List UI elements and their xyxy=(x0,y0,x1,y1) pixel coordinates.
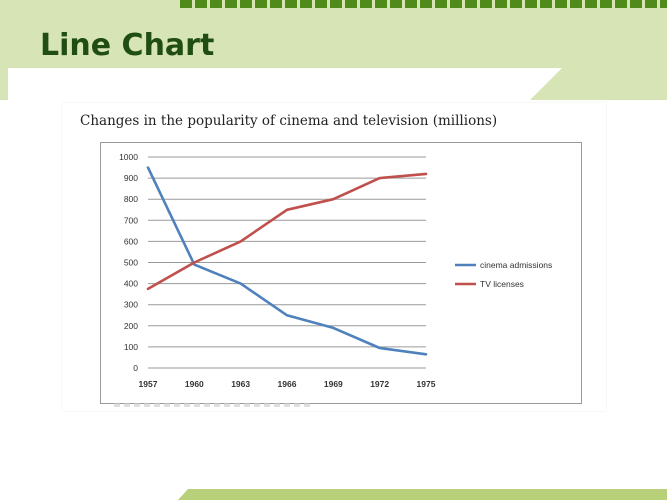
y-tick-label: 800 xyxy=(124,194,138,204)
x-tick-label: 1975 xyxy=(417,379,436,389)
x-tick-label: 1966 xyxy=(278,379,297,389)
header-stripe xyxy=(180,0,667,8)
content-tab-slant xyxy=(530,68,562,100)
y-tick-label: 1000 xyxy=(119,152,138,162)
chart-frame xyxy=(100,142,582,404)
x-tick-label: 1969 xyxy=(324,379,343,389)
series-line-2 xyxy=(146,172,428,291)
y-tick-label: 600 xyxy=(124,236,138,246)
chart-title: Changes in the popularity of cinema and … xyxy=(80,113,498,129)
footer-stripe-slant xyxy=(178,489,188,500)
x-tick-label: 1963 xyxy=(231,379,250,389)
y-tick-label: 500 xyxy=(124,258,138,268)
x-tick-label: 1960 xyxy=(185,379,204,389)
y-tick-label: 300 xyxy=(124,300,138,310)
line-chart: 0 100 200 300 400 500 600 700 800 900 1000 1957 1960… xyxy=(119,152,552,389)
header-stripe-cut xyxy=(170,0,180,8)
y-tick-label: 200 xyxy=(124,321,138,331)
x-tick-label: 1957 xyxy=(139,379,158,389)
y-tick-label: 900 xyxy=(124,173,138,183)
footer-stripe xyxy=(188,489,667,500)
series-line-1 xyxy=(146,166,428,356)
legend-label: TV licenses xyxy=(480,279,524,289)
y-tick-label: 0 xyxy=(133,363,138,373)
y-tick-label: 100 xyxy=(124,342,138,352)
y-tick-label: 400 xyxy=(124,279,138,289)
content-tab xyxy=(8,68,530,108)
legend-label: cinema admissions xyxy=(480,260,552,270)
slide-title: Line Chart xyxy=(40,28,215,63)
chart-figure: Changes in the popularity of cinema and … xyxy=(62,103,606,411)
x-tick-label: 1972 xyxy=(370,379,389,389)
faint-footer-text xyxy=(114,403,314,407)
y-tick-label: 700 xyxy=(124,215,138,225)
